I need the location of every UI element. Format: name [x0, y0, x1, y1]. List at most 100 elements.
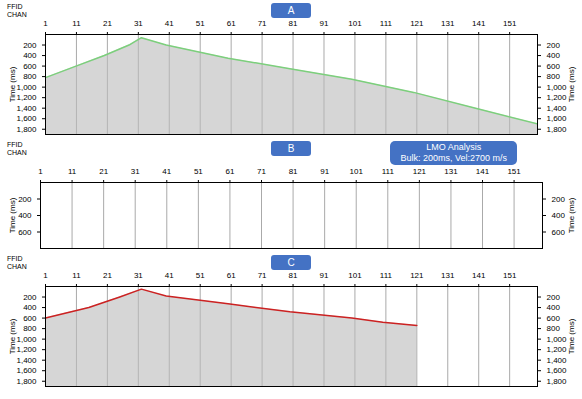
html-text:A: A	[287, 5, 295, 16]
svg-text:1,400: 1,400	[547, 104, 568, 113]
svg-text:111: 111	[382, 168, 395, 176]
svg-text:400: 400	[18, 211, 32, 220]
svg-text:61: 61	[225, 168, 234, 176]
svg-text:800: 800	[547, 324, 561, 333]
html-text:Bulk: 200ms, Vel:2700 m/s: Bulk: 200ms, Vel:2700 m/s	[400, 153, 507, 163]
svg-text:1,000: 1,000	[16, 335, 37, 344]
svg-text:91: 91	[320, 20, 329, 28]
svg-text:31: 31	[134, 272, 143, 280]
svg-text:Time (ms): Time (ms)	[8, 66, 17, 102]
svg-text:71: 71	[258, 20, 267, 28]
svg-text:71: 71	[258, 272, 267, 280]
svg-text:800: 800	[547, 72, 561, 81]
svg-text:Time (ms): Time (ms)	[567, 197, 576, 233]
svg-text:1,600: 1,600	[547, 114, 568, 123]
svg-text:200: 200	[552, 195, 566, 204]
svg-text:600: 600	[547, 314, 561, 323]
svg-text:31: 31	[134, 20, 143, 28]
svg-text:1,600: 1,600	[16, 114, 37, 123]
svg-text:61: 61	[227, 20, 236, 28]
svg-text:1,600: 1,600	[16, 366, 37, 375]
svg-text:1,200: 1,200	[547, 93, 568, 102]
svg-text:200: 200	[547, 41, 561, 50]
svg-text:21: 21	[99, 168, 108, 176]
svg-text:1,200: 1,200	[16, 93, 37, 102]
svg-text:121: 121	[410, 20, 424, 28]
html-text:B: B	[287, 143, 295, 154]
svg-text:1,800: 1,800	[16, 377, 37, 386]
svg-text:400: 400	[547, 51, 561, 60]
svg-text:111: 111	[380, 272, 393, 280]
svg-text:Time (ms): Time (ms)	[567, 66, 576, 102]
svg-text:121: 121	[413, 168, 427, 176]
svg-text:600: 600	[23, 62, 37, 71]
svg-text:200: 200	[547, 293, 561, 302]
html-text:LMO Analysis: LMO Analysis	[426, 142, 482, 152]
svg-text:1,600: 1,600	[547, 366, 568, 375]
svg-text:61: 61	[227, 272, 236, 280]
svg-text:51: 51	[196, 272, 205, 280]
svg-text:1: 1	[43, 20, 48, 28]
svg-text:81: 81	[289, 272, 298, 280]
svg-text:1: 1	[38, 168, 43, 176]
svg-text:41: 41	[165, 272, 174, 280]
svg-text:11: 11	[72, 20, 81, 28]
svg-text:1,400: 1,400	[16, 356, 37, 365]
svg-text:400: 400	[23, 303, 37, 312]
svg-text:600: 600	[23, 314, 37, 323]
svg-text:91: 91	[320, 272, 329, 280]
svg-text:1,800: 1,800	[547, 125, 568, 134]
svg-text:141: 141	[472, 272, 486, 280]
svg-text:400: 400	[547, 303, 561, 312]
svg-text:200: 200	[23, 293, 37, 302]
svg-text:600: 600	[547, 62, 561, 71]
svg-text:600: 600	[552, 228, 566, 237]
svg-text:21: 21	[103, 272, 112, 280]
svg-text:1,800: 1,800	[547, 377, 568, 386]
svg-text:1,800: 1,800	[16, 125, 37, 134]
svg-text:121: 121	[410, 272, 424, 280]
svg-text:81: 81	[289, 20, 298, 28]
svg-text:91: 91	[320, 168, 329, 176]
svg-text:600: 600	[18, 228, 32, 237]
svg-text:101: 101	[350, 168, 364, 176]
svg-text:41: 41	[165, 20, 174, 28]
svg-text:131: 131	[441, 272, 455, 280]
svg-text:Time (ms): Time (ms)	[567, 318, 576, 354]
svg-text:111: 111	[380, 20, 393, 28]
svg-text:400: 400	[23, 51, 37, 60]
svg-text:31: 31	[131, 168, 140, 176]
svg-text:51: 51	[194, 168, 203, 176]
svg-text:141: 141	[476, 168, 490, 176]
svg-text:Time (ms): Time (ms)	[8, 318, 17, 354]
svg-text:1,200: 1,200	[547, 345, 568, 354]
svg-text:11: 11	[68, 168, 77, 176]
svg-text:11: 11	[72, 272, 81, 280]
svg-text:1: 1	[43, 272, 48, 280]
svg-text:800: 800	[23, 72, 37, 81]
svg-text:71: 71	[257, 168, 266, 176]
svg-text:141: 141	[472, 20, 486, 28]
svg-text:101: 101	[348, 20, 362, 28]
svg-text:200: 200	[23, 41, 37, 50]
svg-text:51: 51	[196, 20, 205, 28]
svg-text:131: 131	[441, 20, 455, 28]
svg-text:1,000: 1,000	[547, 83, 568, 92]
svg-text:1,000: 1,000	[547, 335, 568, 344]
svg-text:41: 41	[162, 168, 171, 176]
svg-text:151: 151	[503, 272, 517, 280]
svg-text:81: 81	[289, 168, 298, 176]
svg-text:1,400: 1,400	[16, 104, 37, 113]
svg-text:400: 400	[552, 211, 566, 220]
svg-text:101: 101	[348, 272, 362, 280]
svg-text:1,000: 1,000	[16, 83, 37, 92]
svg-text:1,200: 1,200	[16, 345, 37, 354]
svg-text:131: 131	[444, 168, 458, 176]
svg-text:151: 151	[507, 168, 521, 176]
svg-text:1,400: 1,400	[547, 356, 568, 365]
svg-text:21: 21	[103, 20, 112, 28]
svg-text:151: 151	[503, 20, 517, 28]
svg-text:Time (ms): Time (ms)	[8, 197, 17, 233]
svg-text:800: 800	[23, 324, 37, 333]
svg-text:200: 200	[18, 195, 32, 204]
